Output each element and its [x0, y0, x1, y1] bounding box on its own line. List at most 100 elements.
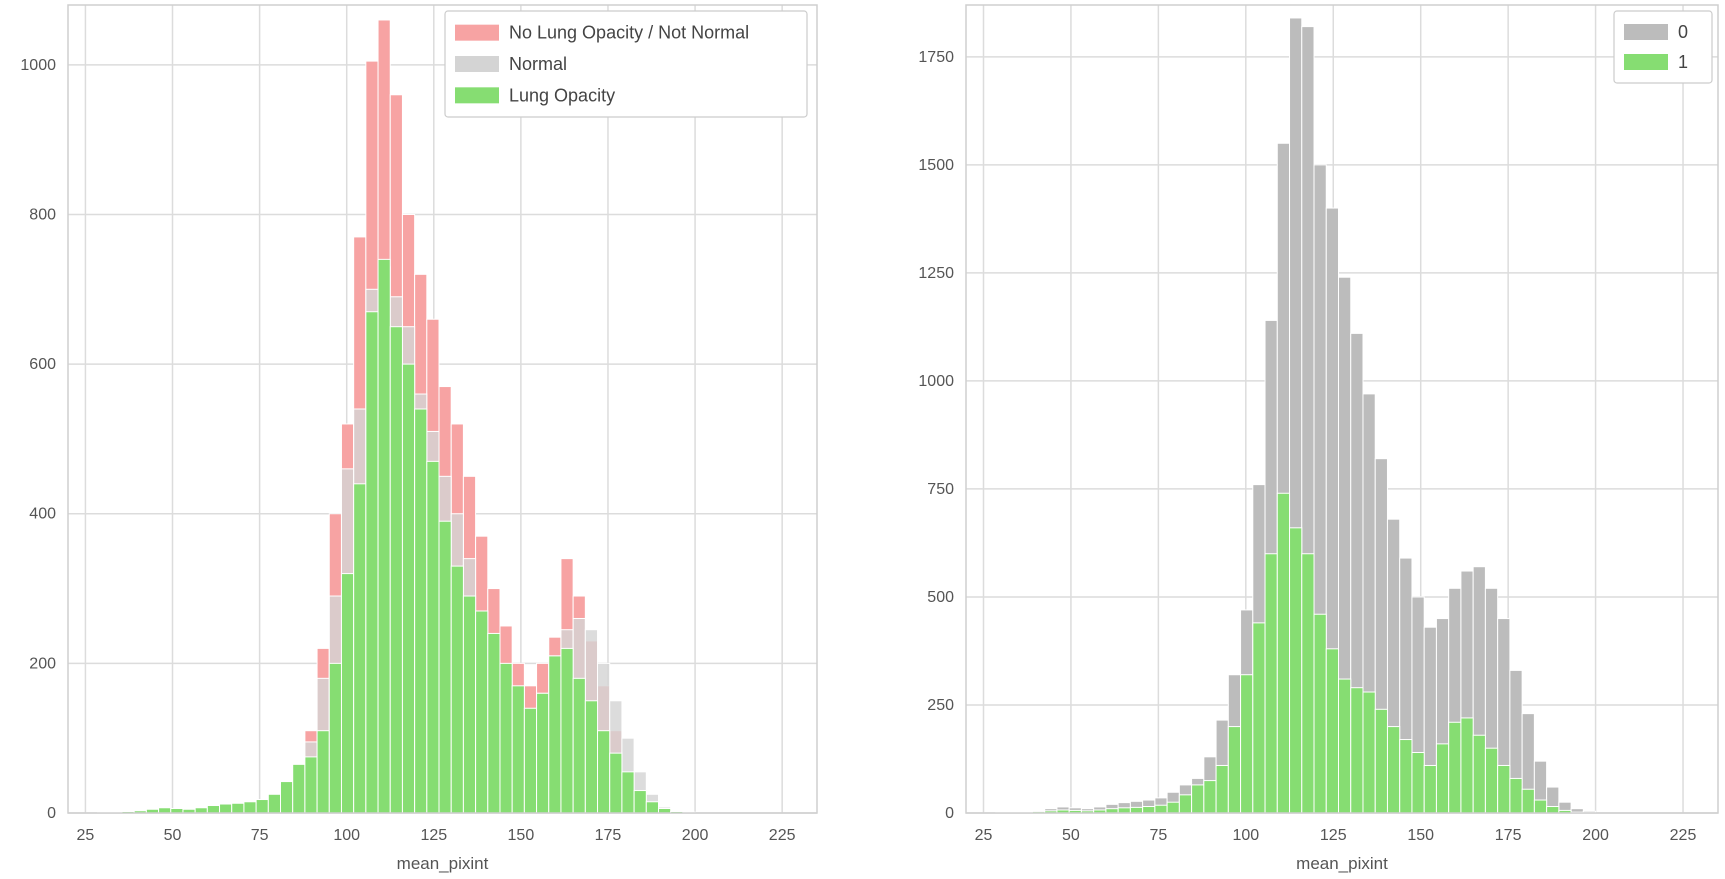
histogram-bar	[438, 520, 452, 814]
histogram-bar	[621, 771, 635, 814]
histogram-bar	[1178, 794, 1193, 814]
histogram-bar	[1289, 527, 1303, 814]
y-tick-label: 600	[29, 356, 56, 373]
histogram-bar	[219, 803, 233, 814]
y-tick-label: 1000	[918, 373, 954, 390]
histogram-bar	[158, 807, 172, 814]
x-tick-label: 25	[975, 827, 993, 844]
x-tick-label: 100	[333, 827, 360, 844]
legend-label: 1	[1678, 52, 1688, 72]
legend: 01	[1613, 10, 1713, 84]
histogram-bar	[243, 801, 257, 814]
histogram-bar	[414, 408, 428, 814]
histogram-bar	[389, 326, 403, 814]
y-tick-labels: 0 200 400 600 800 1000	[20, 57, 56, 822]
histogram-bar	[316, 730, 330, 814]
histogram-bar	[1399, 739, 1413, 814]
histogram-bar	[1325, 648, 1340, 814]
series-1-bars	[995, 492, 1597, 814]
y-tick-label: 800	[29, 206, 56, 223]
histogram-bar	[365, 311, 379, 814]
histogram-bar	[1533, 799, 1548, 814]
histogram-bar	[536, 692, 550, 814]
histogram-bar	[511, 685, 525, 814]
x-tick-label: 225	[769, 827, 796, 844]
histogram-bar	[1521, 788, 1535, 814]
histogram-bar	[1240, 674, 1254, 814]
x-tick-label: 175	[1495, 827, 1522, 844]
x-tick-label: 100	[1232, 827, 1259, 844]
histogram-bar	[1276, 492, 1291, 814]
histogram-bar	[609, 752, 623, 814]
histogram-bar	[523, 707, 538, 814]
histogram-bar	[292, 763, 306, 814]
histogram-bar	[1484, 747, 1499, 814]
x-tick-label: 75	[251, 827, 269, 844]
histogram-bar	[1191, 784, 1205, 814]
histogram-bar	[267, 793, 282, 814]
histogram-bar	[1386, 726, 1401, 814]
legend-label: Lung Opacity	[509, 85, 615, 105]
histogram-bar	[255, 799, 269, 814]
histogram-bar	[1252, 622, 1266, 814]
x-tick-label: 150	[1407, 827, 1434, 844]
histogram-bar	[462, 595, 477, 814]
histogram-panel-left: 25 50 75 100 125 150 175 200 225 0 200 400 600 800 100…	[20, 4, 818, 873]
histogram-bar	[1423, 764, 1437, 814]
histogram-bar	[231, 802, 245, 814]
histogram-bar	[1166, 801, 1180, 814]
y-tick-label: 1500	[918, 157, 954, 174]
y-tick-label: 1250	[918, 265, 954, 282]
legend: No Lung Opacity / Not Normal Normal Lung O…	[444, 10, 808, 118]
x-tick-label: 200	[1582, 827, 1609, 844]
histogram-bar	[1509, 777, 1523, 814]
x-tick-label: 125	[1320, 827, 1347, 844]
x-tick-label: 125	[420, 827, 447, 844]
x-tick-label: 200	[682, 827, 709, 844]
histogram-bar	[645, 801, 659, 814]
histogram-bar	[572, 677, 586, 814]
histogram-bar	[353, 483, 367, 814]
histogram-bar	[1227, 726, 1242, 814]
histogram-bar	[1435, 743, 1450, 814]
legend-label: Normal	[509, 54, 567, 74]
legend-label: 0	[1678, 22, 1688, 42]
histogram-bar	[426, 460, 440, 814]
histogram-bar	[328, 662, 342, 814]
y-tick-label: 0	[945, 805, 954, 822]
x-tick-label: 25	[77, 827, 95, 844]
y-tick-label: 200	[29, 655, 56, 672]
x-tick-labels: 25 50 75 100 125 150 175 200 225	[77, 827, 796, 844]
histogram-bar	[548, 655, 562, 814]
x-tick-label: 175	[595, 827, 622, 844]
histogram-panel-right: 25 50 75 100 125 150 175 200 2250250500750100012…	[918, 4, 1719, 873]
legend-swatch	[1624, 24, 1668, 40]
x-tick-label: 50	[1062, 827, 1080, 844]
histogram-bar	[1301, 553, 1315, 814]
histogram-bar	[1374, 708, 1388, 814]
y-tick-label: 1750	[918, 49, 954, 66]
legend-swatch	[455, 24, 499, 41]
histogram-bar	[1411, 752, 1425, 814]
legend-frame	[444, 10, 808, 118]
histogram-bar	[1313, 613, 1327, 814]
histogram-bar	[633, 790, 647, 814]
histogram-bar	[1142, 806, 1156, 814]
legend-frame	[1613, 10, 1713, 84]
histogram-bar	[487, 632, 501, 814]
histogram-bar	[1338, 678, 1352, 814]
histogram-bar	[475, 610, 489, 814]
x-axis-label: mean_pixint	[1296, 854, 1388, 873]
plot-frame	[965, 4, 1719, 814]
histogram-bar	[1546, 806, 1560, 814]
y-tick-label: 400	[29, 506, 56, 523]
histogram-bar	[560, 647, 574, 814]
legend-swatch	[455, 87, 499, 104]
legend-swatch	[1624, 54, 1668, 70]
histogram-bar	[206, 805, 221, 814]
histogram-bar	[1203, 780, 1217, 814]
x-tick-labels: 25 50 75 100 125 150 175 200 225	[975, 827, 1697, 844]
x-axis-label: mean_pixint	[397, 854, 489, 873]
histogram-bar	[1460, 717, 1474, 814]
